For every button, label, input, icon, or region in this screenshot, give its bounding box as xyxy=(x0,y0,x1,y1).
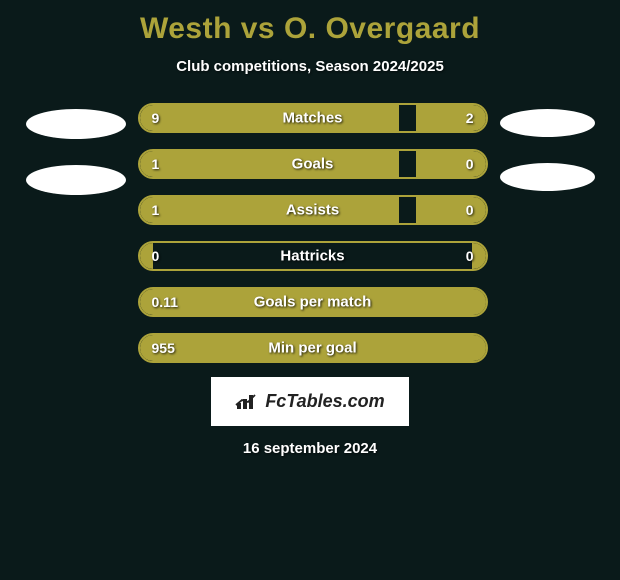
stat-label: Min per goal xyxy=(268,340,356,357)
stat-label: Goals per match xyxy=(254,294,372,311)
stat-left-value: 9 xyxy=(152,110,160,126)
logo-text: FcTables.com xyxy=(265,391,384,412)
stat-label: Hattricks xyxy=(280,248,344,265)
stat-row: 0.11 Goals per match xyxy=(138,287,488,317)
right-avatar-column xyxy=(500,103,595,191)
left-avatar-column xyxy=(26,103,126,195)
stat-row: 955 Min per goal xyxy=(138,333,488,363)
avatar-placeholder xyxy=(500,163,595,191)
stat-row: 1 Goals 0 xyxy=(138,149,488,179)
stat-label: Assists xyxy=(286,202,339,219)
stat-label: Goals xyxy=(292,156,334,173)
comparison-infographic: Westh vs O. Overgaard Club competitions,… xyxy=(0,0,620,467)
avatar-placeholder xyxy=(26,165,126,195)
logo-box: FcTables.com xyxy=(211,377,408,426)
logo: FcTables.com xyxy=(235,391,384,412)
stat-left-value: 0.11 xyxy=(152,294,178,310)
stat-right-value: 0 xyxy=(466,156,474,172)
stat-right-value: 0 xyxy=(466,202,474,218)
bar-right-fill xyxy=(416,105,485,131)
bar-right-fill xyxy=(416,151,485,177)
bar-left-fill xyxy=(140,151,400,177)
stat-left-value: 955 xyxy=(152,340,175,356)
avatar-placeholder xyxy=(500,109,595,137)
chart-icon xyxy=(235,393,261,411)
stat-left-value: 0 xyxy=(152,248,160,264)
stat-right-value: 0 xyxy=(466,248,474,264)
stat-row: 1 Assists 0 xyxy=(138,195,488,225)
date-line: 16 september 2024 xyxy=(243,440,377,457)
stat-right-value: 2 xyxy=(466,110,474,126)
page-title: Westh vs O. Overgaard xyxy=(140,12,480,46)
bar-left-fill xyxy=(140,105,400,131)
subtitle: Club competitions, Season 2024/2025 xyxy=(176,58,444,75)
bar-right-fill xyxy=(416,197,485,223)
stat-row: 9 Matches 2 xyxy=(138,103,488,133)
avatar-placeholder xyxy=(26,109,126,139)
stat-row: 0 Hattricks 0 xyxy=(138,241,488,271)
stat-label: Matches xyxy=(282,110,342,127)
chart-area: 9 Matches 2 1 Goals 0 1 Assists 0 0 Hattricks 0 0.11… xyxy=(0,103,620,363)
bar-left-fill xyxy=(140,197,400,223)
stat-left-value: 1 xyxy=(152,202,160,218)
stat-left-value: 1 xyxy=(152,156,160,172)
stat-bars: 9 Matches 2 1 Goals 0 1 Assists 0 0 Hattricks 0 0.11… xyxy=(138,103,488,363)
bar-right-fill xyxy=(472,243,486,269)
